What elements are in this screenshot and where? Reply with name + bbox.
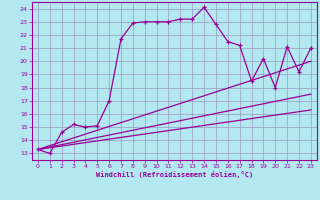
X-axis label: Windchill (Refroidissement éolien,°C): Windchill (Refroidissement éolien,°C)	[96, 171, 253, 178]
